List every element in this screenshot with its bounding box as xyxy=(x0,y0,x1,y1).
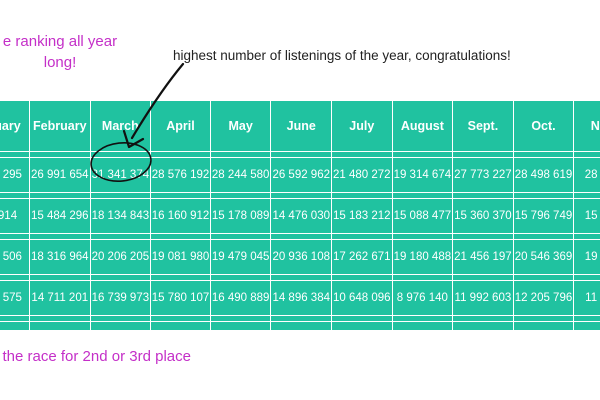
month-header-5: June xyxy=(270,100,332,152)
month-header-8: Sept. xyxy=(452,100,514,152)
month-header-row: uaryFebruaryMarchAprilMayJuneJulyAugustS… xyxy=(0,100,600,152)
table-cell: 10 622 958 xyxy=(150,321,211,330)
note-race-2nd-3rd: n the race for 2nd or 3rd place xyxy=(0,348,191,365)
table-cell: 11 992 603 xyxy=(452,280,514,316)
table-cell: 28 498 619 xyxy=(512,157,575,193)
table-cell: 18 316 964 xyxy=(29,239,91,275)
table-cell: 18 134 843 xyxy=(89,198,152,234)
listenings-table: uaryFebruaryMarchAprilMayJuneJulyAugustS… xyxy=(0,100,600,330)
table-cell: 15 780 107 xyxy=(150,280,211,316)
table-cell: 15 81 xyxy=(573,198,600,234)
table-cell: 10 613 605 xyxy=(209,321,272,330)
table-cell: 8 528 510 xyxy=(391,321,454,330)
table-cell: 28 576 192 xyxy=(150,157,211,193)
table-cell: 28 244 580 xyxy=(209,157,272,193)
table-cell: 9 057 xyxy=(0,321,30,330)
table-cell: 20 936 108 xyxy=(270,239,332,275)
table-cell: 26 991 654 xyxy=(29,157,91,193)
table-cell: 7 575 xyxy=(0,280,30,316)
month-header-1: February xyxy=(29,100,91,152)
row-spacer xyxy=(0,192,600,199)
table-cell: 20 546 369 xyxy=(512,239,575,275)
note-line-2: long! xyxy=(43,54,77,71)
table-cell: 914 xyxy=(0,198,30,234)
table-cell: 15 484 296 xyxy=(29,198,91,234)
table-cell: 21 456 197 xyxy=(452,239,514,275)
table-cell: 8 976 140 xyxy=(391,280,454,316)
table-cell: 19 180 488 xyxy=(391,239,454,275)
table-cell: 9 044 577 xyxy=(270,321,332,330)
table-cell: 10 648 096 xyxy=(331,280,393,316)
table-cell: 14 896 384 xyxy=(270,280,332,316)
table-cell: 20 206 205 xyxy=(89,239,152,275)
table-cell: 15 183 212 xyxy=(331,198,393,234)
table-cell: 8 755 581 xyxy=(331,321,393,330)
table-cell: 12 205 796 xyxy=(512,280,575,316)
table-cell: 19 081 980 xyxy=(150,239,211,275)
table-cell: 19 314 674 xyxy=(391,157,454,193)
table-cell: 17 262 671 xyxy=(331,239,393,275)
table-cell: 9 957 075 xyxy=(29,321,91,330)
month-header-7: August xyxy=(391,100,454,152)
month-header-4: May xyxy=(209,100,272,152)
table-cell: 16 739 973 xyxy=(89,280,152,316)
table-cell: 21 480 272 xyxy=(331,157,393,193)
table-cell: 15 796 749 xyxy=(512,198,575,234)
month-header-10: No xyxy=(573,100,600,152)
table-cell: 15 178 089 xyxy=(209,198,272,234)
table-cell: 16 160 912 xyxy=(150,198,211,234)
table-cell: 19 40 xyxy=(573,239,600,275)
table-cell: 16 490 889 xyxy=(209,280,272,316)
month-header-0: uary xyxy=(0,100,30,152)
table-cell: 15 088 477 xyxy=(391,198,454,234)
table-cell: 28 67 xyxy=(573,157,600,193)
table-cell: 14 711 201 xyxy=(29,280,91,316)
note-ranking-all-year: e ranking all year long! xyxy=(0,31,130,73)
table-cell: 27 773 227 xyxy=(452,157,514,193)
month-header-3: April xyxy=(150,100,211,152)
table-cell: 31 341 374 xyxy=(89,157,152,193)
note-highest-listenings: highest number of listenings of the year… xyxy=(173,48,511,63)
table-cell: 10 765 051 xyxy=(89,321,152,330)
listenings-table-container: uaryFebruaryMarchAprilMayJuneJulyAugustS… xyxy=(0,100,600,330)
table-cell: 14 476 030 xyxy=(270,198,332,234)
table-cell: 9 962 232 xyxy=(512,321,575,330)
month-header-6: July xyxy=(331,100,393,152)
table-cell: 9 091 529 xyxy=(452,321,514,330)
table-cell: 26 592 962 xyxy=(270,157,332,193)
note-line-1: e ranking all year xyxy=(2,33,118,50)
table-cell: 11 54 xyxy=(573,280,600,316)
month-header-2: March xyxy=(89,100,152,152)
month-header-9: Oct. xyxy=(512,100,575,152)
table-cell: 8 506 xyxy=(0,239,30,275)
table-cell: 4 295 xyxy=(0,157,30,193)
table-cell: 15 360 370 xyxy=(452,198,514,234)
table-cell: 19 479 045 xyxy=(209,239,272,275)
table-cell: 10 09 xyxy=(573,321,600,330)
